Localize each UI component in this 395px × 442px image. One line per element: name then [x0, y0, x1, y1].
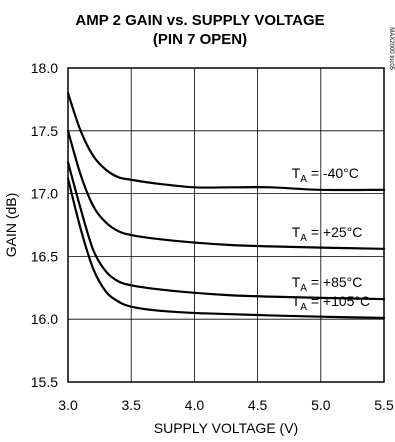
series-label-4: TA = +105°C	[292, 293, 370, 313]
x-axis-label: SUPPLY VOLTAGE (V)	[154, 420, 298, 436]
watermark-text: MAX2000 toc05	[388, 27, 394, 70]
series-label-1: TA = -40°C	[292, 165, 359, 185]
y-tick-label: 18.0	[31, 60, 58, 76]
x-tick-label: 4.5	[248, 397, 268, 413]
y-tick-label: 16.0	[31, 311, 58, 327]
x-tick-label: 3.0	[58, 397, 78, 413]
series-line-2	[66, 129, 386, 250]
y-tick-label: 15.5	[31, 374, 58, 390]
x-tick-label: 5.5	[374, 397, 394, 413]
x-tick-label: 3.5	[121, 397, 141, 413]
series-line-4	[66, 177, 386, 320]
series-label-2: TA = +25°C	[292, 224, 363, 244]
curve-labels: TA = -40°C TA = +25°C TA = +85°CTA = +105°…	[292, 165, 370, 313]
series-line-1	[66, 92, 386, 192]
y-tick-label: 17.5	[31, 123, 58, 139]
y-tick-label: 16.5	[31, 248, 58, 264]
series-label-3: TA = +85°C	[292, 274, 363, 294]
x-tick-label: 5.0	[311, 397, 331, 413]
curves	[66, 92, 386, 320]
plot-frame	[67, 67, 385, 383]
y-tick-label: 17.0	[31, 186, 58, 202]
y-axis-label: GAIN (dB)	[3, 193, 19, 258]
y-axis-ticks: 15.5 16.0 16.5 17.0 17.5 18.0	[31, 60, 58, 390]
x-axis-ticks: 3.0 3.5 4.0 4.5 5.0 5.5	[58, 397, 394, 413]
series-line-3	[66, 161, 386, 301]
x-tick-label: 4.0	[185, 397, 205, 413]
grid	[68, 68, 384, 382]
chart-title: AMP 2 GAIN vs. SUPPLY VOLTAGE	[75, 12, 324, 29]
chart-subtitle: (PIN 7 OPEN)	[153, 31, 247, 48]
